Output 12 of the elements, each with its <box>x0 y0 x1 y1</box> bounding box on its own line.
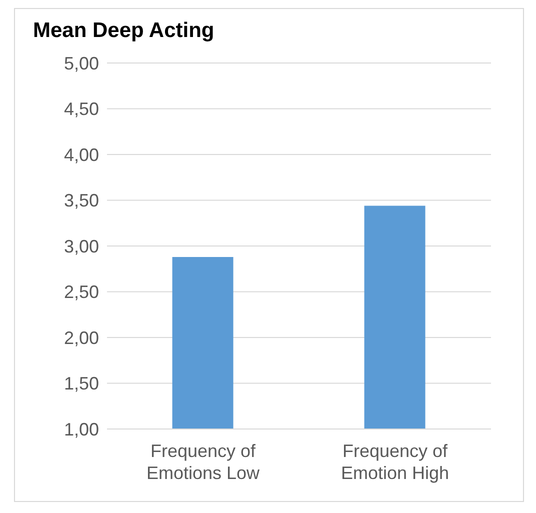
y-tick-label: 3,00 <box>64 236 99 256</box>
y-tick-label: 4,00 <box>64 144 99 165</box>
y-tick-label: 3,50 <box>64 190 99 211</box>
y-tick-label: 2,50 <box>64 282 99 302</box>
x-tick-label: Frequency of Emotion High <box>340 441 450 483</box>
chart-title: Mean Deep Acting <box>32 18 216 44</box>
y-tick-label: 5,00 <box>64 53 99 74</box>
y-tick-label: 2,00 <box>64 328 99 348</box>
y-tick-label: 4,50 <box>64 99 99 120</box>
y-tick-label: 1,50 <box>64 374 99 394</box>
y-tick-label: 1,00 <box>64 419 99 440</box>
x-tick-label: Frequency of Emotions Low <box>146 441 261 483</box>
